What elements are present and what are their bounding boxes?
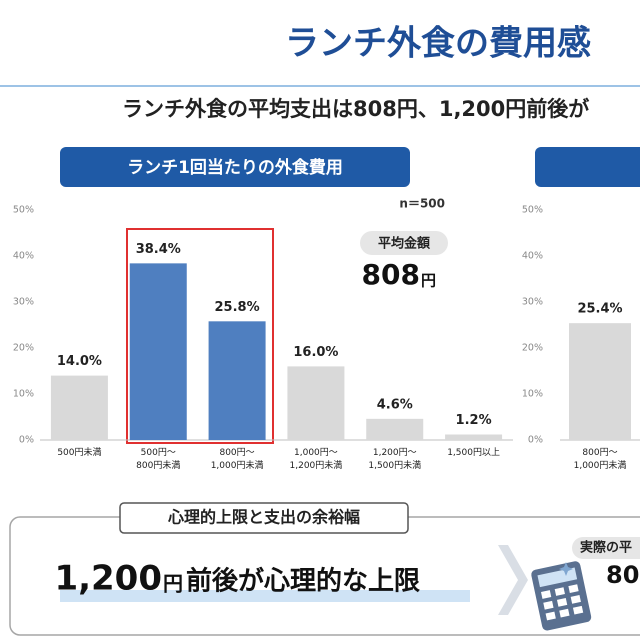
average-value: 808 bbox=[362, 258, 420, 291]
side-label: 実際の平 bbox=[580, 540, 632, 556]
bottom-tag: 心理的上限と支出の余裕幅 bbox=[167, 508, 360, 527]
side-value: 808 bbox=[606, 561, 640, 589]
bar bbox=[208, 321, 266, 440]
value-label: 16.0% bbox=[293, 345, 338, 360]
headline-number: 1,200 bbox=[54, 559, 162, 599]
value-label: 25.4% bbox=[577, 302, 622, 317]
bar bbox=[366, 418, 424, 440]
y-tick-label: 10% bbox=[13, 389, 34, 400]
highlight-box bbox=[126, 228, 274, 444]
value-label: 4.6% bbox=[377, 397, 413, 412]
subtitle: ランチ外食の平均支出は808円、1,200円前後が bbox=[122, 97, 589, 121]
average-pill bbox=[360, 231, 448, 255]
y-tick-label: 0% bbox=[528, 435, 543, 446]
panel-header bbox=[60, 147, 410, 187]
bar bbox=[50, 375, 108, 440]
x-tick-label: 500円未満 bbox=[57, 448, 102, 458]
y-tick-label: 50% bbox=[13, 205, 34, 216]
headline-unit: 円 bbox=[163, 572, 183, 596]
bottom-tag-box bbox=[119, 502, 409, 534]
bar bbox=[287, 366, 345, 440]
x-tick-label: 1,000円〜 1,200円未満 bbox=[289, 448, 343, 472]
panel-header bbox=[535, 147, 640, 187]
arrow bbox=[498, 545, 528, 615]
bar bbox=[569, 323, 631, 440]
x-tick-label: 800円〜 1,000円未満 bbox=[573, 448, 627, 472]
highlight-band bbox=[60, 590, 470, 602]
average-label: 平均金額 bbox=[378, 236, 431, 252]
y-tick-label: 20% bbox=[13, 343, 34, 354]
y-tick-label: 30% bbox=[13, 297, 34, 308]
x-tick-label: 800円〜 1,000円未満 bbox=[210, 448, 264, 472]
panel-title: ランチ1回当たりの外食費用 bbox=[127, 157, 343, 178]
calculator-icon bbox=[531, 561, 592, 631]
x-tick-label: 500円〜 800円未満 bbox=[136, 448, 181, 472]
y-tick-label: 20% bbox=[522, 343, 543, 354]
value-label: 14.0% bbox=[57, 354, 102, 369]
y-tick-label: 40% bbox=[522, 251, 543, 262]
y-tick-label: 0% bbox=[19, 435, 34, 446]
x-tick-label: 1,200円〜 1,500円未満 bbox=[368, 448, 422, 472]
sparkle bbox=[559, 562, 573, 576]
y-tick-label: 50% bbox=[522, 205, 543, 216]
side-pill bbox=[572, 537, 640, 559]
x-tick-label: 1,500円以上 bbox=[447, 448, 500, 458]
bar bbox=[129, 263, 187, 440]
sample-size: n＝500 bbox=[399, 197, 445, 211]
headline-text: 前後が心理的な上限 bbox=[186, 566, 420, 597]
y-tick-label: 40% bbox=[13, 251, 34, 262]
value-label: 38.4% bbox=[136, 242, 181, 257]
page-title: ランチ外食の費用感 bbox=[285, 24, 591, 64]
y-tick-label: 10% bbox=[522, 389, 543, 400]
value-label: 1.2% bbox=[456, 413, 492, 428]
bar bbox=[445, 434, 503, 440]
value-label: 25.8% bbox=[215, 300, 260, 315]
y-tick-label: 30% bbox=[522, 297, 543, 308]
average-unit: 円 bbox=[421, 272, 436, 290]
